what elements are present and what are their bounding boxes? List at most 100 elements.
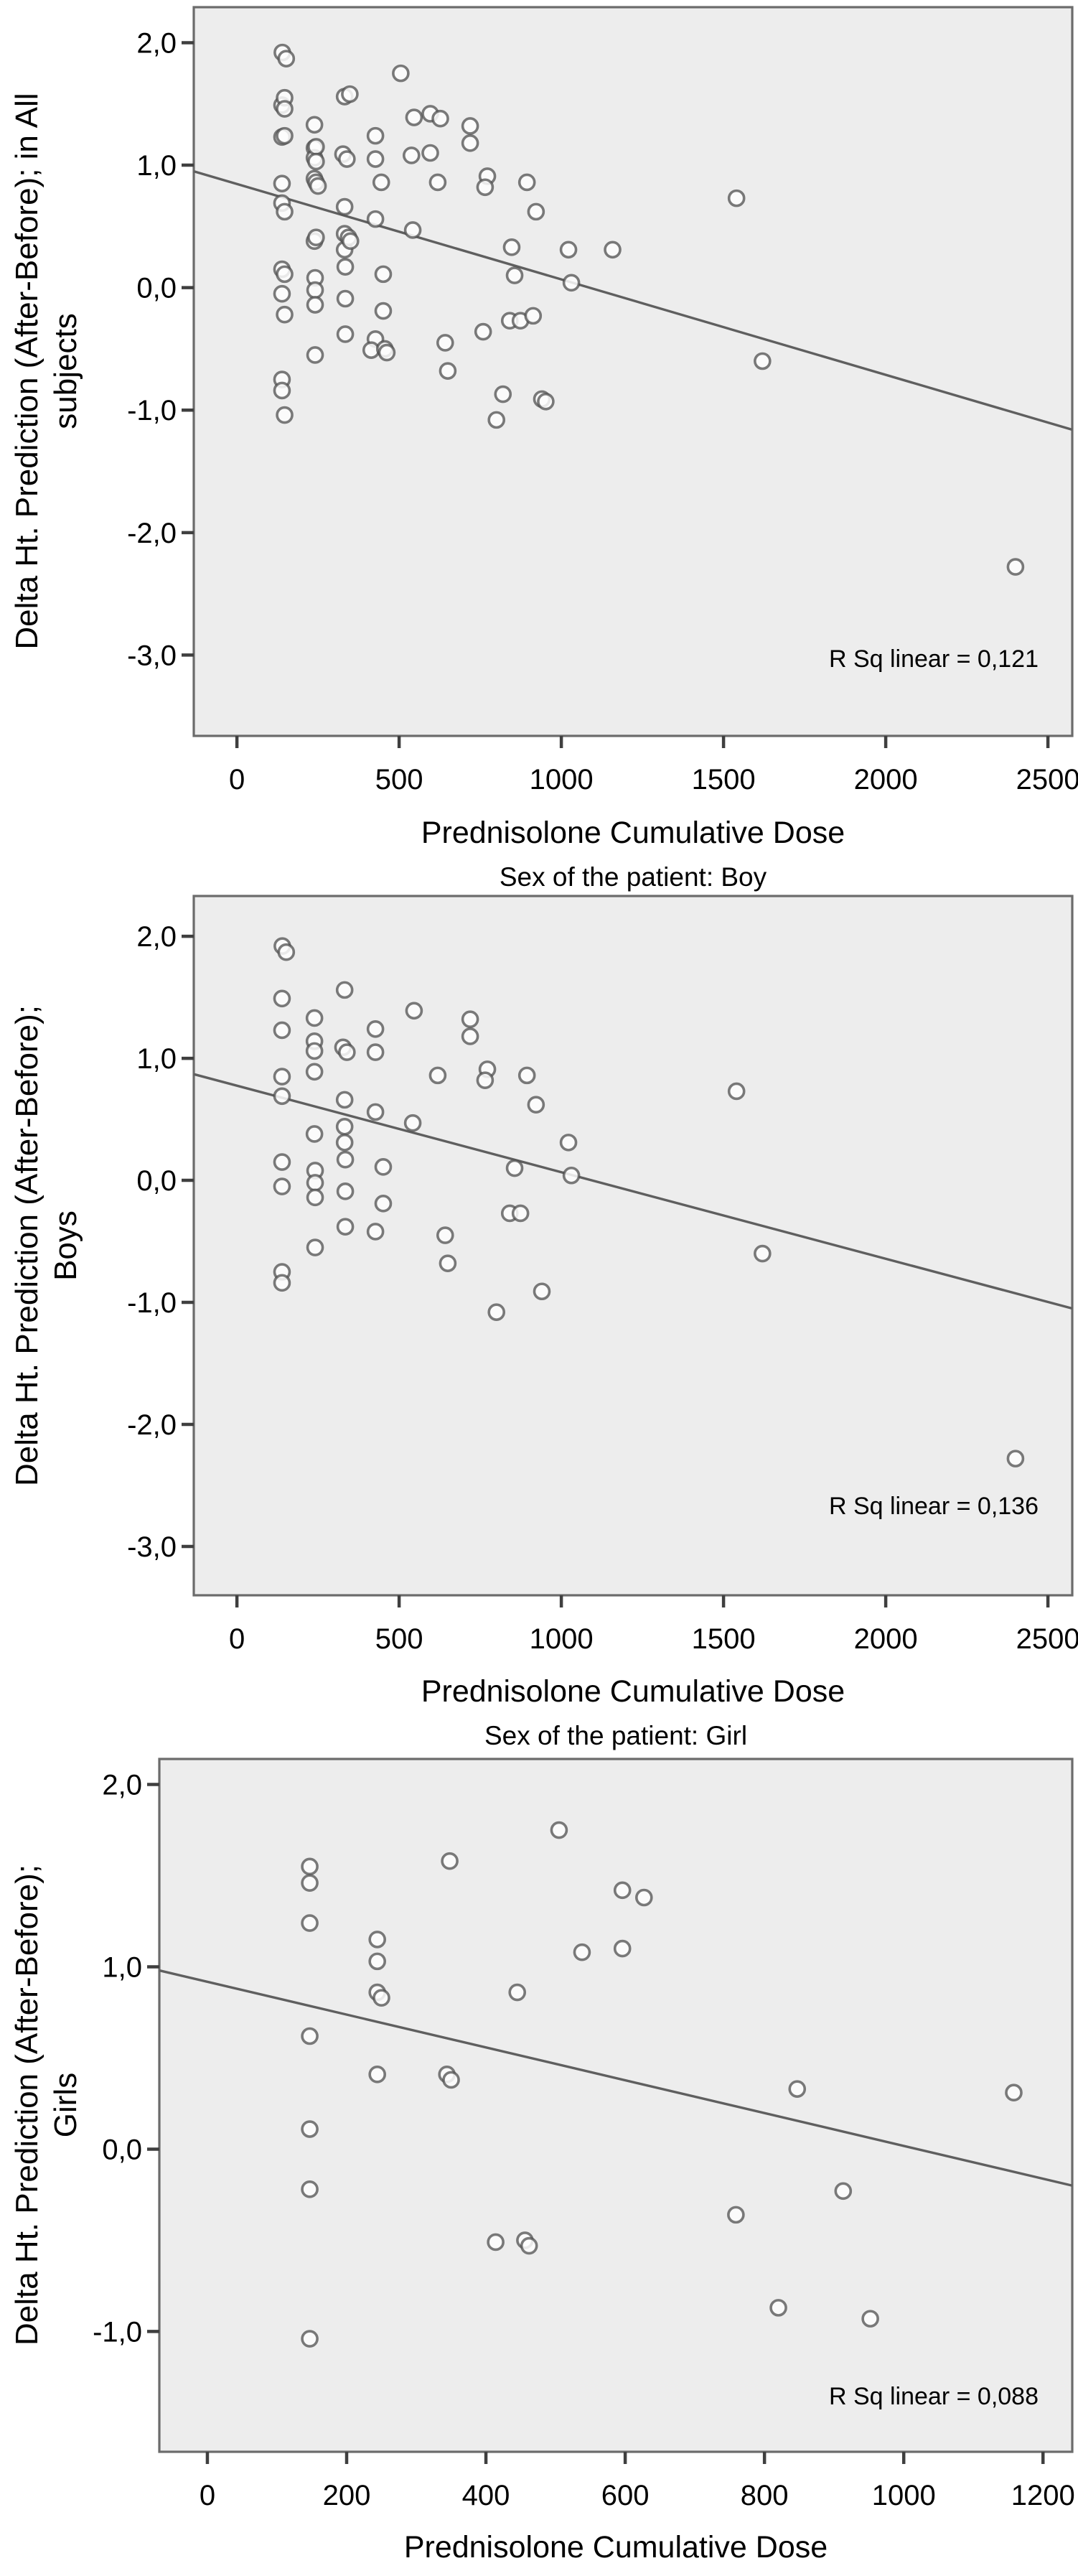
data-point: [537, 392, 555, 411]
data-point: [421, 144, 439, 162]
y-axis-title-girls: Delta Ht. Prediction (After-Before); Gir…: [8, 1746, 85, 2464]
data-point: [307, 152, 325, 171]
data-point: [502, 238, 521, 256]
data-point: [524, 307, 543, 325]
data-point: [305, 1125, 324, 1143]
x-axis-title: Prednisolone Cumulative Dose: [421, 816, 845, 850]
y-tick-label: -1,0: [93, 2316, 142, 2348]
x-axis-title: Prednisolone Cumulative Dose: [403, 2530, 828, 2565]
x-tick-label: 1000: [530, 1623, 594, 1655]
data-point: [861, 2310, 879, 2328]
data-point: [392, 64, 410, 83]
x-tick-label: 500: [375, 764, 423, 795]
data-point: [436, 334, 454, 352]
x-axis-title: Prednisolone Cumulative Dose: [421, 1674, 845, 1709]
y-tick-label: -3,0: [127, 1531, 177, 1563]
data-point: [336, 1150, 355, 1169]
data-point: [476, 1071, 495, 1089]
data-point: [505, 266, 524, 284]
data-point: [405, 108, 423, 126]
data-point: [517, 173, 536, 192]
x-tick-label: 500: [375, 1623, 423, 1655]
data-point: [378, 343, 396, 362]
data-point: [431, 109, 449, 128]
data-point: [306, 1188, 324, 1207]
data-point: [372, 173, 390, 192]
data-point: [439, 362, 457, 380]
data-point: [335, 1134, 354, 1152]
data-point: [306, 346, 324, 364]
data-point: [336, 258, 355, 276]
data-point: [366, 1043, 385, 1061]
data-point: [366, 126, 385, 145]
y-tick-label: -3,0: [127, 640, 177, 671]
data-point: [517, 1066, 536, 1085]
data-point: [487, 1303, 506, 1321]
data-point: [277, 50, 296, 67]
x-tick-label: 2000: [854, 764, 918, 795]
data-point: [727, 2206, 745, 2224]
data-point: [306, 1174, 324, 1192]
y-tick-label: 0,0: [136, 273, 177, 304]
data-point: [428, 173, 447, 192]
x-tick-label: 1200: [1011, 2480, 1075, 2511]
y-tick-label: 1,0: [102, 1952, 142, 1984]
y-axis-title-line1: Delta Ht. Prediction (After-Before);: [9, 1865, 44, 2346]
y-axis-title-line2: Boys: [48, 1210, 83, 1281]
data-point: [634, 1888, 653, 1907]
data-point: [277, 943, 296, 961]
data-point: [301, 1874, 319, 1892]
scatter-plot-all-subjects: 0 500 1000 1500 2000 2500 2,0 1,0 0,0 -1,0 -2,0 -3,…: [127, 6, 1078, 795]
data-point: [273, 1153, 291, 1171]
x-tick-label: 1500: [692, 1623, 756, 1655]
y-tick-label: -2,0: [127, 518, 177, 549]
data-point: [405, 1002, 423, 1020]
data-point: [301, 2120, 319, 2138]
y-tick-label: 2,0: [136, 27, 177, 59]
data-point: [505, 1159, 524, 1177]
data-point: [374, 1195, 393, 1213]
data-point: [276, 406, 294, 424]
x-tick-label: 2500: [1016, 764, 1078, 795]
data-point: [494, 385, 512, 403]
regression-line: [193, 1073, 1073, 1310]
scatter-plot-boys: 0 500 1000 1500 2000 2500 2,0 1,0 0,0 -1,0 -2,0 -3,…: [127, 895, 1078, 1655]
r-squared-annotation: R Sq linear = 0,136: [828, 1493, 1039, 1520]
data-point: [754, 352, 772, 370]
y-axis-title-boys: Delta Ht. Prediction (After-Before); Boy…: [8, 887, 85, 1605]
data-point: [604, 241, 622, 259]
data-point: [368, 1931, 386, 1949]
data-point: [341, 85, 359, 103]
data-point: [335, 981, 354, 999]
y-tick-label: 0,0: [102, 2134, 142, 2165]
data-point: [769, 2299, 787, 2317]
data-point: [366, 210, 385, 228]
y-axis-title-line2: Girls: [48, 2072, 83, 2138]
data-point: [1005, 2083, 1023, 2102]
data-point: [273, 1274, 291, 1292]
data-point: [366, 150, 385, 168]
data-point: [276, 100, 294, 118]
y-tick-label: -1,0: [127, 1287, 177, 1319]
data-point: [276, 202, 294, 221]
y-tick-label: 0,0: [136, 1165, 177, 1197]
data-point: [273, 1021, 291, 1040]
x-tick-label: 0: [229, 1623, 245, 1655]
data-point: [1006, 558, 1025, 576]
data-point: [336, 1182, 355, 1200]
data-point: [301, 2027, 319, 2045]
data-point: [276, 305, 294, 324]
y-axis-title-line1: Delta Ht. Prediction (After-Before);: [9, 1005, 44, 1487]
panel-boys: Sex of the patient: Boy 0 500 1000 1500 2000…: [0, 859, 1078, 1717]
y-axis-title-line1: Delta Ht. Prediction (After-Before); in …: [9, 93, 44, 650]
x-tick-label: 1000: [530, 764, 594, 795]
data-point: [335, 1091, 354, 1109]
data-point: [336, 289, 355, 308]
data-point: [368, 1952, 386, 1971]
scatter-plot-girls: 0 200 400 600 800 1000 1200 2,0 1,0 0,0 -1,0: [93, 1758, 1075, 2511]
plot-frame: [192, 895, 1074, 1597]
x-tick-label: 1500: [692, 764, 756, 795]
plot-frame: [158, 1758, 1074, 2453]
data-point: [476, 178, 495, 197]
